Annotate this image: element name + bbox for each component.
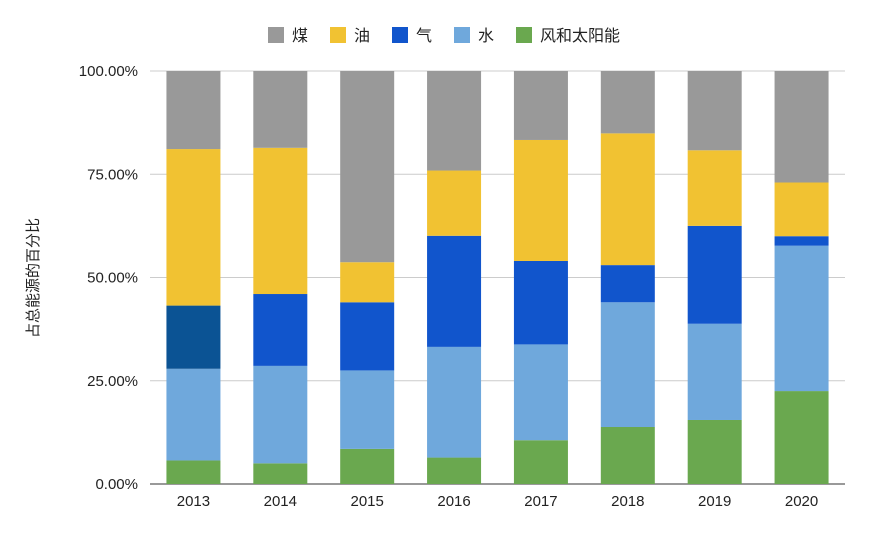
y-axis-ticks: 0.00% 25.00% 50.00% 75.00% 100.00% (79, 63, 138, 493)
x-tick-label: 2014 (264, 493, 297, 510)
bar-segment (774, 71, 829, 183)
bar-segment (600, 302, 655, 428)
legend-swatch (454, 27, 470, 43)
legend-label: 气 (416, 26, 432, 45)
legend-item: 风和太阳能 (516, 26, 620, 45)
bar-segment (513, 440, 568, 484)
legend-item: 气 (392, 26, 432, 45)
bar-segment (427, 346, 482, 458)
legend-item: 油 (330, 26, 370, 45)
bar-segment (513, 344, 568, 441)
bar-segment (427, 457, 482, 484)
bar-segment (513, 71, 568, 140)
y-tick-label: 0.00% (95, 476, 138, 493)
bar-stack-2015 (340, 71, 395, 484)
bar-segment (340, 370, 395, 449)
x-tick-label: 2015 (351, 493, 384, 510)
bar-segment (340, 448, 395, 484)
bar-segment (774, 182, 829, 237)
bar-stack-2014 (253, 71, 308, 484)
legend: 煤 油 气 水 风和太阳能 (268, 26, 620, 45)
x-tick-label: 2017 (524, 493, 557, 510)
bars (166, 71, 829, 484)
y-axis-label: 占总能源的百分比 (24, 218, 42, 338)
bar-segment (166, 149, 221, 306)
x-tick-label: 2018 (611, 493, 644, 510)
bar-segment (166, 71, 221, 150)
legend-label: 煤 (292, 26, 308, 45)
bar-stack-2013 (166, 71, 221, 484)
bar-segment (600, 133, 655, 266)
legend-label: 风和太阳能 (540, 26, 620, 45)
bar-segment (340, 71, 395, 263)
bar-segment (600, 265, 655, 303)
x-tick-label: 2013 (177, 493, 210, 510)
bar-segment (427, 71, 482, 171)
legend-swatch (268, 27, 284, 43)
bar-segment (687, 323, 742, 420)
y-tick-label: 50.00% (87, 270, 138, 287)
x-tick-label: 2016 (437, 493, 470, 510)
bar-segment (600, 427, 655, 484)
bar-segment (687, 150, 742, 226)
bar-segment (774, 236, 829, 246)
bar-segment (253, 463, 308, 484)
bar-segment (166, 305, 221, 369)
bar-segment (253, 71, 308, 148)
bar-segment (513, 260, 568, 345)
bar-stack-2016 (427, 71, 482, 484)
bar-segment (600, 71, 655, 134)
bar-segment (253, 147, 308, 295)
legend-swatch (516, 27, 532, 43)
bar-segment (774, 245, 829, 392)
bar-segment (253, 365, 308, 464)
bar-segment (340, 262, 395, 303)
bar-segment (687, 419, 742, 484)
bar-stack-2019 (687, 71, 742, 484)
x-axis-ticks: 2013 2014 2015 2016 2017 2018 2019 2020 (177, 493, 819, 510)
legend-item: 水 (454, 26, 494, 45)
y-tick-label: 100.00% (79, 63, 138, 80)
bar-segment (340, 302, 395, 371)
bar-segment (687, 71, 742, 151)
bar-stack-2020 (774, 71, 829, 484)
legend-label: 油 (354, 26, 370, 45)
bar-stack-2018 (600, 71, 655, 484)
bar-stack-2017 (513, 71, 568, 484)
bar-segment (513, 139, 568, 261)
x-tick-label: 2020 (785, 493, 818, 510)
legend-swatch (392, 27, 408, 43)
legend-swatch (330, 27, 346, 43)
bar-segment (427, 170, 482, 236)
bar-segment (253, 294, 308, 366)
bar-segment (166, 368, 221, 461)
bar-segment (166, 460, 221, 484)
y-tick-label: 25.00% (87, 373, 138, 390)
bar-segment (427, 235, 482, 347)
y-tick-label: 75.00% (87, 166, 138, 183)
legend-item: 煤 (268, 26, 308, 45)
bar-segment (774, 391, 829, 484)
legend-label: 水 (478, 26, 494, 45)
x-tick-label: 2019 (698, 493, 731, 510)
bar-segment (687, 225, 742, 324)
